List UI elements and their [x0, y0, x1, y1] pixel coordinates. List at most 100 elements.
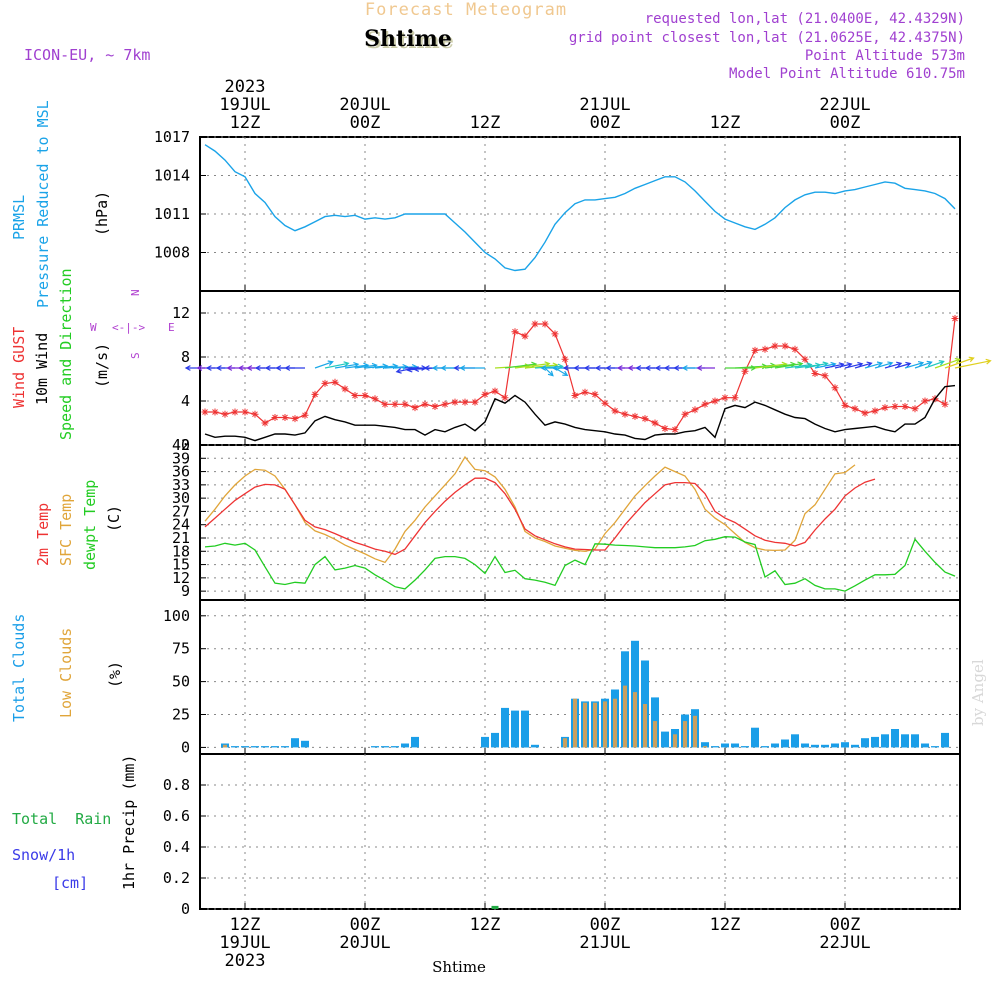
total-cloud-bar: [371, 746, 379, 748]
wind-direction-arrow: [395, 367, 416, 374]
total-cloud-bar: [881, 734, 889, 748]
bottom-axis-day: 21JUL: [579, 933, 630, 953]
gust-point: [321, 379, 329, 387]
gust-point: [921, 397, 929, 405]
model-point-altitude: Model Point Altitude 610.75m: [729, 66, 965, 82]
gust-point: [941, 400, 949, 408]
gust-point: [421, 400, 429, 408]
bottom-axis-year: 2023: [225, 951, 266, 971]
gust-point: [291, 415, 299, 423]
top-axis-hour: 00Z: [350, 113, 381, 133]
bottom-axis-hour: 12Z: [470, 915, 501, 935]
temp-unit: (C): [105, 505, 123, 532]
top-axis-hour: 00Z: [830, 113, 861, 133]
top-axis-day: 22JUL: [819, 95, 870, 115]
top-axis-day: 21JUL: [579, 95, 630, 115]
gust-point: [721, 394, 729, 402]
gust-point: [831, 384, 839, 392]
gust-point: [571, 392, 579, 399]
model-label: ICON-EU, ~ 7km: [24, 46, 150, 64]
gust-point: [231, 408, 239, 416]
gust-point: [561, 355, 569, 363]
gust-point: [751, 346, 759, 354]
total-cloud-bar: [861, 738, 869, 748]
total-cloud-bar: [231, 746, 239, 748]
total-cloud-bar: [871, 736, 879, 748]
total-cloud-bar: [921, 743, 929, 748]
footer-location: Shtime: [432, 958, 486, 976]
total-cloud-bar: [741, 746, 749, 748]
y-tick-label: 50: [172, 673, 190, 691]
gust-point: [871, 407, 879, 415]
wind-direction-arrow: [914, 360, 933, 369]
wind-direction-arrow: [864, 361, 884, 369]
total-cloud-bar: [911, 734, 919, 748]
pressure-label-msl: Pressure Reduced to MSL: [34, 100, 52, 308]
wind-labels: Wind GUST 10m Wind Speed and Direction (…: [10, 268, 111, 440]
top-axis-year: 2023: [225, 77, 266, 97]
gust-point: [211, 408, 219, 416]
y-tick-label: 21: [172, 529, 190, 547]
temp-label-sfc: SFC Temp: [57, 494, 75, 566]
gust-point: [411, 404, 419, 412]
precip-label-cm: [cm]: [52, 874, 88, 892]
gust-point: [441, 400, 449, 408]
gust-point: [861, 409, 869, 417]
gust-point: [631, 412, 639, 420]
bottom-axis-day: 19JUL: [219, 933, 270, 953]
gust-point: [851, 405, 859, 413]
total-cloud-bar: [791, 734, 799, 748]
gust-point: [691, 406, 699, 414]
compass-n: N: [129, 289, 142, 296]
low-cloud-bar: [683, 721, 687, 748]
gust-point: [651, 419, 659, 427]
sfc-temp-line: [204, 455, 856, 564]
low-cloud-bar: [563, 738, 567, 748]
precip-panel-frame: [199, 753, 961, 910]
precip-labels: Total Rain Snow/1h [cm] 1hr Precip (mm): [12, 755, 138, 892]
total-cloud-bar: [261, 746, 269, 748]
compass-e: E: [168, 321, 175, 334]
location-title: Shtime: [364, 26, 452, 52]
total-cloud-bar: [781, 739, 789, 748]
bottom-axis-hour: 00Z: [830, 915, 861, 935]
wind-direction-arrow: [494, 363, 531, 370]
wind-direction-arrow: [314, 360, 334, 369]
temp-label-dewpt: dewpt Temp: [81, 480, 99, 570]
gust-point: [731, 394, 739, 402]
total-cloud-bar: [271, 746, 279, 748]
gust-point: [591, 390, 599, 398]
gust-point: [511, 328, 519, 336]
total-cloud-bar: [821, 744, 829, 748]
cloud-label-total: Total Clouds: [10, 614, 28, 722]
temp-label-2m: 2m Temp: [34, 503, 52, 566]
total-cloud-bar: [281, 746, 289, 748]
wind-direction-legend: W E N S <-|->: [90, 289, 175, 359]
top-axis-hour: 12Z: [470, 113, 501, 133]
low-cloud-bar: [593, 702, 597, 748]
total-cloud-bar: [411, 736, 419, 748]
top-axis-day: 19JUL: [219, 95, 270, 115]
y-tick-label: 27: [172, 502, 190, 520]
wind-label-speed-dir: Speed and Direction: [57, 268, 75, 440]
bottom-axis-hour: 00Z: [590, 915, 621, 935]
bottom-axis-hour: 00Z: [350, 915, 381, 935]
total-cloud-bar: [531, 744, 539, 748]
y-tick-label: 0: [181, 436, 190, 454]
wind-direction-arrow: [934, 357, 961, 369]
y-tick-label: 1017: [154, 128, 190, 146]
total-cloud-bar: [931, 746, 939, 748]
cloud-label-low: Low Clouds: [57, 628, 75, 718]
gust-point: [401, 400, 409, 408]
credit-watermark: by Angel: [969, 659, 987, 726]
total-cloud-bar: [301, 740, 309, 748]
low-cloud-bar: [623, 685, 627, 748]
total-cloud-bar: [851, 744, 859, 748]
y-tick-label: 36: [172, 463, 190, 481]
y-tick-label: 12: [172, 569, 190, 587]
pressure-line: [204, 144, 956, 272]
gust-point: [641, 415, 649, 423]
wind-label-gust: Wind GUST: [10, 327, 28, 408]
